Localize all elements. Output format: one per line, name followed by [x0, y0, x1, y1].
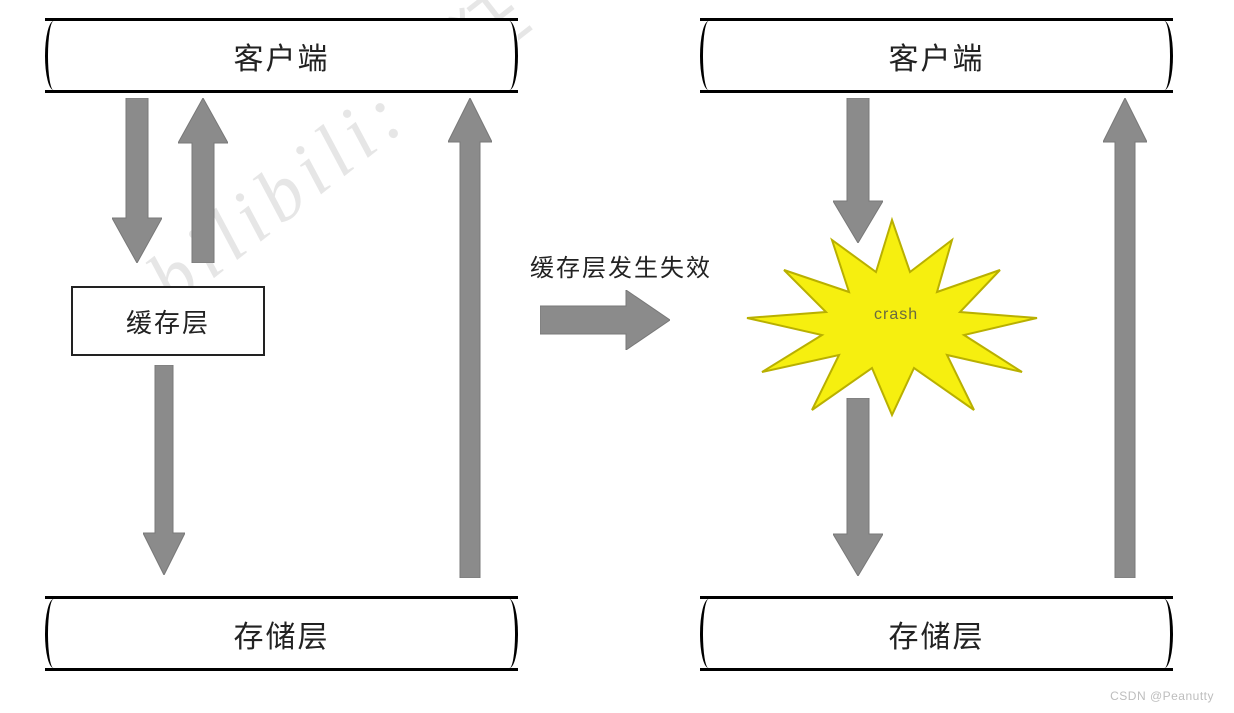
arrow-client-to-cache	[112, 98, 162, 263]
left-client-label: 客户端	[234, 34, 330, 78]
watermark-csdn: CSDN @Peanutty	[1110, 689, 1214, 703]
right-storage-box: 存储层	[700, 596, 1173, 671]
arrow-center-right	[540, 290, 670, 350]
arrow-cache-to-storage	[143, 365, 185, 575]
arrow-right-storage-to-client	[1103, 98, 1147, 578]
arrow-right-client-to-crash	[833, 98, 883, 243]
right-storage-label: 存储层	[889, 612, 985, 656]
left-cache-box: 缓存层	[71, 286, 265, 356]
right-client-box: 客户端	[700, 18, 1173, 93]
arrow-right-crash-to-storage	[833, 398, 883, 576]
center-label: 缓存层发生失效	[530, 248, 712, 283]
left-storage-box: 存储层	[45, 596, 518, 671]
left-client-box: 客户端	[45, 18, 518, 93]
arrow-cache-to-client	[178, 98, 228, 263]
crash-label: crash	[874, 306, 918, 324]
right-client-label: 客户端	[889, 34, 985, 78]
left-cache-label: 缓存层	[126, 303, 210, 340]
arrow-left-storage-to-client	[448, 98, 492, 578]
left-storage-label: 存储层	[234, 612, 330, 656]
diagram-stage: 狂 bilibili: 客户端 缓存层 存储层 客户端 crash 存储层	[0, 0, 1234, 713]
